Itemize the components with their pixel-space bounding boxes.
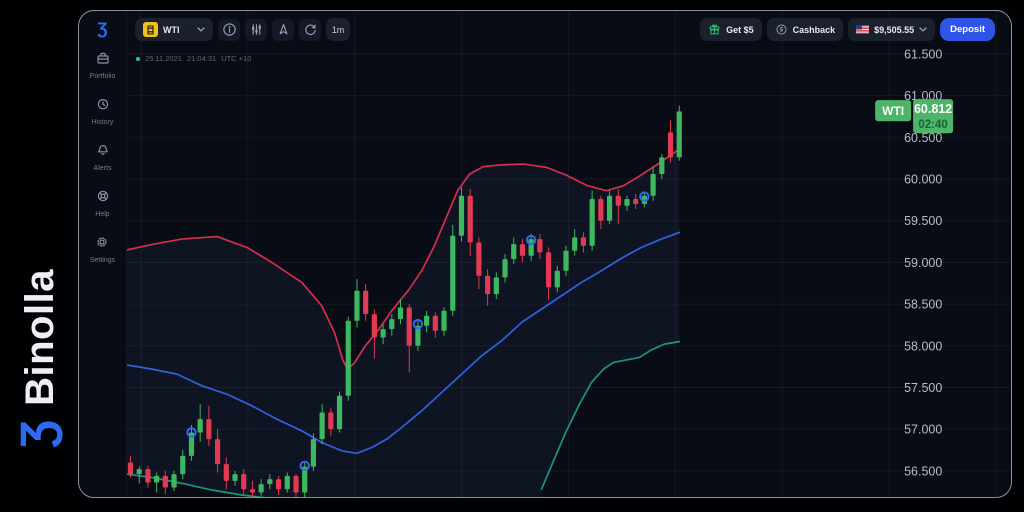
sidebar-item-label: History	[91, 119, 114, 126]
indicators-button[interactable]	[245, 18, 267, 41]
session-clock: 25.11.2021 21:04:31 UTC +10	[136, 54, 251, 63]
svg-text:57.000: 57.000	[904, 423, 942, 437]
binolla-wordmark: Binolla	[17, 269, 62, 406]
svg-text:58.500: 58.500	[904, 298, 942, 312]
brand-lockup: Ʒ Binolla	[11, 118, 66, 448]
sidebar-item-history[interactable]: History	[91, 96, 114, 126]
svg-text:61.500: 61.500	[904, 47, 942, 61]
svg-text:60.812: 60.812	[914, 102, 952, 116]
timeframe-button[interactable]: 1m	[326, 18, 350, 41]
indicators-icon	[251, 24, 261, 35]
cashback-button[interactable]: $ Cashback	[766, 18, 844, 41]
balance-selector[interactable]: $9,505.55	[848, 18, 936, 41]
sidebar-item-portfolio[interactable]: Portfolio	[89, 50, 116, 80]
binolla-logo-icon: Ʒ	[11, 419, 63, 448]
history-clock-icon	[95, 96, 111, 117]
gear-icon	[94, 234, 110, 255]
info-icon	[222, 23, 236, 36]
svg-text:60.500: 60.500	[904, 131, 942, 145]
sidebar-item-alerts[interactable]: Alerts	[93, 142, 112, 172]
cursor-arrow-icon	[279, 24, 287, 35]
chevron-down-icon	[919, 27, 927, 32]
sidebar-item-help[interactable]: Help	[95, 188, 111, 218]
cashback-label: Cashback	[792, 24, 836, 35]
gift-icon	[709, 24, 720, 35]
instrument-label: WTI	[163, 24, 180, 35]
get-bonus-label: Get $5	[726, 24, 754, 35]
get-bonus-button[interactable]: Get $5	[700, 18, 762, 41]
svg-text:57.500: 57.500	[904, 381, 942, 395]
refresh-button[interactable]	[299, 18, 321, 41]
sidebar-item-label: Alerts	[93, 165, 112, 172]
oil-barrel-icon	[143, 22, 158, 37]
toolbar: WTI 1m	[127, 18, 1011, 41]
sidebar-item-label: Settings	[89, 257, 116, 264]
svg-text:56.500: 56.500	[904, 464, 942, 478]
sidebar: Ʒ Portfolio History Alerts Help	[79, 11, 127, 497]
svg-text:59.500: 59.500	[904, 214, 942, 228]
drawing-tools-button[interactable]	[272, 18, 294, 41]
session-timezone: UTC +10	[221, 54, 252, 63]
deposit-label: Deposit	[950, 24, 985, 35]
svg-text:WTI: WTI	[882, 104, 904, 118]
us-flag-icon	[856, 25, 870, 34]
instrument-selector[interactable]: WTI	[135, 18, 213, 41]
sidebar-item-settings[interactable]: Settings	[90, 234, 115, 264]
balance-amount: $9,505.55	[874, 24, 915, 35]
svg-text:$: $	[779, 27, 783, 34]
timeframe-label: 1m	[331, 24, 345, 35]
help-icon	[95, 188, 111, 209]
info-button[interactable]	[218, 18, 240, 41]
svg-text:58.000: 58.000	[904, 339, 942, 353]
brand-rail: Ʒ Binolla	[0, 0, 78, 512]
refresh-icon	[304, 24, 316, 35]
bell-icon	[95, 142, 111, 163]
deposit-button[interactable]: Deposit	[940, 18, 995, 41]
svg-text:02:40: 02:40	[918, 119, 947, 131]
app-window: Ʒ Portfolio History Alerts Help	[78, 10, 1012, 498]
chart-panel: 61.500 61.000 60.500 60.000 59.500 59.000 58.5…	[127, 11, 1011, 497]
sidebar-item-label: Portfolio	[89, 73, 116, 80]
chevron-down-icon	[197, 27, 205, 32]
session-date: 25.11.2021	[145, 54, 182, 63]
live-dot-icon	[136, 56, 140, 61]
briefcase-icon	[95, 50, 111, 71]
cashback-icon: $	[776, 24, 787, 35]
sidebar-item-label: Help	[95, 211, 110, 218]
svg-text:60.000: 60.000	[904, 173, 942, 187]
sidebar-logo-icon: Ʒ	[97, 19, 108, 38]
session-time: 21:04:31	[186, 54, 217, 63]
price-chart[interactable]: 61.50061.00060.50060.00059.50059.00058.5…	[127, 11, 1011, 497]
svg-text:59.000: 59.000	[904, 256, 942, 270]
